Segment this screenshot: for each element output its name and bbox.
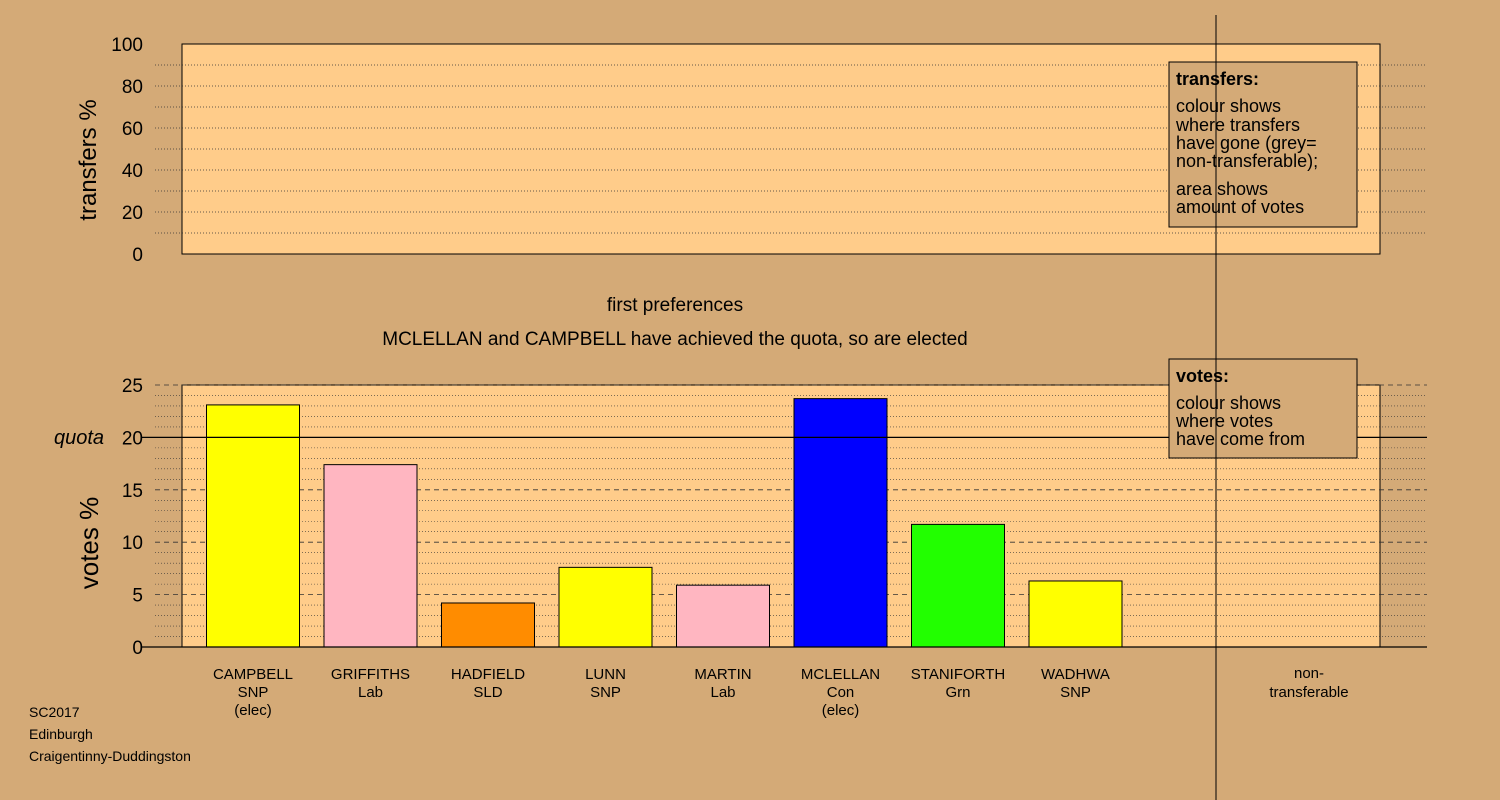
quota-label: quota [54, 427, 104, 449]
transfers-legend-line: amount of votes [1176, 197, 1304, 217]
transfers-tick-label: 40 [122, 161, 143, 182]
candidate-label: Lab [710, 684, 735, 701]
candidate-labels: CAMPBELLSNP(elec)GRIFFITHSLabHADFIELDSLD… [213, 666, 1110, 719]
transfers-legend-title: transfers: [1176, 69, 1259, 89]
nontransferable-label: non- [1294, 665, 1324, 682]
candidate-label: SNP [1060, 684, 1091, 701]
election-name: SC2017 [29, 704, 80, 720]
candidate-label: SNP [590, 684, 621, 701]
transfers-legend-line: non-transferable); [1176, 151, 1318, 171]
candidate-label: Grn [945, 684, 970, 701]
vote-bars [206, 398, 1123, 648]
vote-bar-mclellan [793, 398, 888, 648]
vote-bar-lunn [558, 566, 653, 648]
votes-legend-line: where votes [1175, 411, 1273, 431]
votes-legend-line: have come from [1176, 429, 1305, 449]
transfers-tick-label: 100 [111, 35, 143, 56]
votes-legend-title: votes: [1176, 366, 1229, 386]
transfers-legend-line: where transfers [1175, 115, 1300, 135]
votes-tick-label: 20 [122, 428, 143, 449]
votes-tick-label: 15 [122, 481, 143, 502]
transfers-tick-label: 20 [122, 203, 143, 224]
vote-bar-wadhwa [1028, 580, 1123, 648]
votes-tick-label: 25 [122, 376, 143, 397]
candidate-label: HADFIELD [451, 666, 525, 683]
votes-y-axis: 0 5 10 15 20 25 [122, 376, 143, 659]
candidate-label: SLD [473, 684, 502, 701]
votes-legend-box [1168, 358, 1358, 459]
candidate-label: (elec) [234, 702, 272, 719]
votes-tick-label: 5 [132, 586, 143, 607]
vote-bar-griffiths [323, 464, 418, 648]
candidate-label: MCLELLAN [801, 666, 880, 683]
candidate-label: CAMPBELL [213, 666, 293, 683]
transfers-tick-label: 60 [122, 119, 143, 140]
votes-legend-line: colour shows [1176, 393, 1281, 413]
council-name: Edinburgh [29, 726, 93, 742]
transfers-panel: 0 20 40 60 80 100 transfers % transfers: colo… [75, 35, 1427, 266]
transfers-tick-label: 0 [132, 245, 143, 266]
candidate-label: (elec) [822, 702, 860, 719]
transfers-axis-label: transfers % [75, 99, 102, 220]
transfers-legend-box [1168, 61, 1358, 228]
nontransferable-label: transferable [1269, 684, 1348, 701]
vote-bar-martin [676, 584, 770, 648]
chart-headline: MCLELLAN and CAMPBELL have achieved the … [382, 329, 967, 350]
candidate-label: Con [827, 684, 855, 701]
chart-subtitle: first preferences [607, 295, 743, 316]
candidate-label: GRIFFITHS [331, 666, 410, 683]
ward-name: Craigentinny-Duddingston [29, 748, 191, 764]
vote-bar-staniforth [911, 523, 1005, 648]
transfers-gridlines [155, 64, 1427, 234]
vote-bar-hadfield [441, 602, 535, 648]
votes-tick-label: 10 [122, 533, 143, 554]
candidate-label: WADHWA [1041, 666, 1110, 683]
transfers-tick-label: 80 [122, 77, 143, 98]
transfers-legend-line: colour shows [1176, 96, 1281, 116]
candidate-label: Lab [358, 684, 383, 701]
candidate-label: LUNN [585, 666, 626, 683]
candidate-label: SNP [238, 684, 269, 701]
transfers-legend-line: area shows [1176, 179, 1268, 199]
transfers-legend-line: have gone (grey= [1176, 133, 1317, 153]
vote-bar-campbell [206, 404, 300, 648]
transfers-legend: transfers: colour shows where transfers … [1168, 61, 1358, 228]
election-footer: SC2017 Edinburgh Craigentinny-Duddingsto… [29, 701, 191, 767]
votes-tick-label: 0 [132, 638, 143, 659]
candidate-label: STANIFORTH [911, 666, 1005, 683]
votes-legend: votes: colour shows where votes have com… [1168, 358, 1358, 459]
transfers-y-axis: 0 20 40 60 80 100 [111, 35, 143, 266]
votes-axis-label: votes % [74, 497, 104, 590]
candidate-label: MARTIN [694, 666, 751, 683]
